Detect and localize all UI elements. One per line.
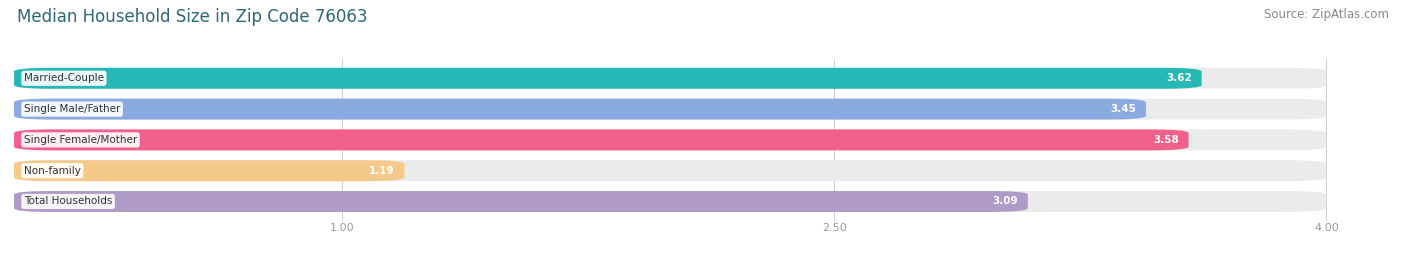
FancyBboxPatch shape <box>14 99 1326 119</box>
FancyBboxPatch shape <box>14 68 1326 89</box>
FancyBboxPatch shape <box>14 129 1188 150</box>
Text: 3.62: 3.62 <box>1166 73 1192 83</box>
FancyBboxPatch shape <box>14 191 1326 212</box>
Text: Total Households: Total Households <box>24 196 112 207</box>
Text: Married-Couple: Married-Couple <box>24 73 104 83</box>
FancyBboxPatch shape <box>14 99 1146 119</box>
Text: Non-family: Non-family <box>24 166 80 176</box>
Text: 3.58: 3.58 <box>1153 135 1178 145</box>
Text: 3.09: 3.09 <box>993 196 1018 207</box>
Text: Source: ZipAtlas.com: Source: ZipAtlas.com <box>1264 8 1389 21</box>
Text: Median Household Size in Zip Code 76063: Median Household Size in Zip Code 76063 <box>17 8 367 26</box>
FancyBboxPatch shape <box>14 68 1202 89</box>
Text: Single Male/Father: Single Male/Father <box>24 104 121 114</box>
FancyBboxPatch shape <box>14 191 1028 212</box>
Text: 1.19: 1.19 <box>368 166 395 176</box>
FancyBboxPatch shape <box>14 129 1326 150</box>
Text: 3.45: 3.45 <box>1111 104 1136 114</box>
FancyBboxPatch shape <box>14 160 405 181</box>
FancyBboxPatch shape <box>14 160 1326 181</box>
Text: Single Female/Mother: Single Female/Mother <box>24 135 138 145</box>
